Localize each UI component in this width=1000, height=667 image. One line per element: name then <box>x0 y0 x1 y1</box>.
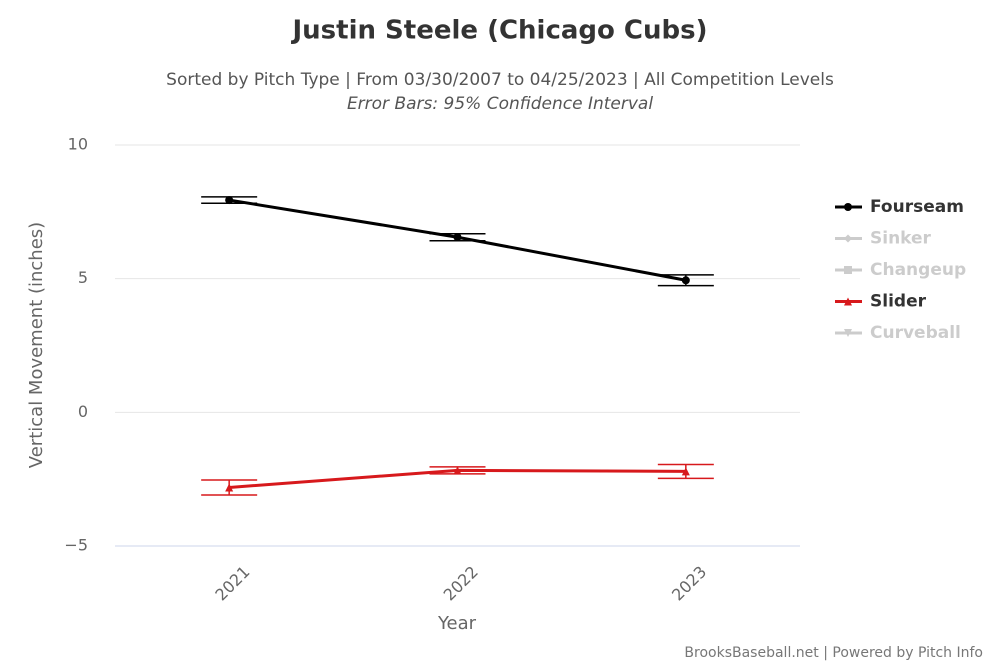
y-tick-label: −5 <box>64 536 88 555</box>
legend-marker <box>844 234 852 243</box>
data-point <box>453 233 462 242</box>
x-axis-label: Year <box>437 613 477 634</box>
x-tick-label: 2023 <box>668 562 710 604</box>
x-tick-label: 2022 <box>440 562 482 604</box>
chart-title: Justin Steele (Chicago Cubs) <box>290 16 707 46</box>
legend-label: Slider <box>870 292 927 312</box>
legend-marker <box>844 329 852 337</box>
data-point <box>681 467 690 476</box>
x-tick-label: 2021 <box>211 562 253 604</box>
y-axis-label: Vertical Movement (inches) <box>26 222 47 468</box>
chart-note: Error Bars: 95% Confidence Interval <box>347 94 653 114</box>
legend-label: Sinker <box>870 229 932 249</box>
y-tick-label: 5 <box>78 268 88 287</box>
credits: BrooksBaseball.net | Powered by Pitch In… <box>684 645 983 661</box>
legend-marker <box>844 266 852 274</box>
y-tick-label: 0 <box>78 402 88 421</box>
data-point <box>225 483 234 492</box>
data-point <box>453 466 462 475</box>
legend-label: Curveball <box>870 323 961 343</box>
chart-subtitle: Sorted by Pitch Type | From 03/30/2007 t… <box>166 70 834 90</box>
y-tick-label: 10 <box>68 135 88 154</box>
legend-label: Changeup <box>870 260 966 280</box>
data-point <box>225 196 234 205</box>
legend-marker <box>844 203 852 211</box>
legend-label: Fourseam <box>870 197 964 217</box>
data-point <box>681 276 690 285</box>
legend-marker <box>844 297 852 306</box>
